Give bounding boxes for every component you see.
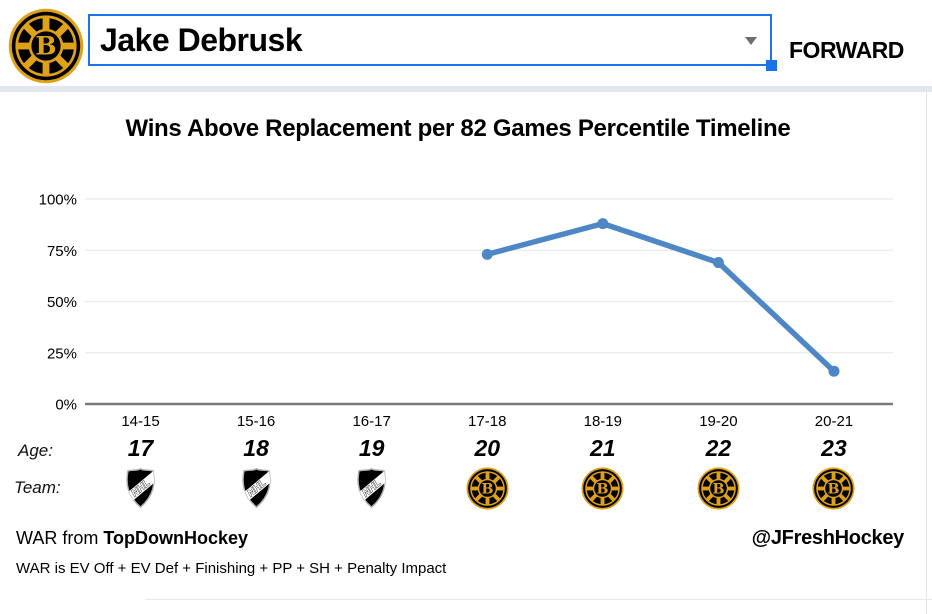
sheet-gridline-horizontal [145, 599, 932, 600]
svg-text:100%: 100% [39, 192, 77, 209]
age-row: Age: 17 18 19 20 21 22 23 [0, 435, 932, 465]
svg-text:17-18: 17-18 [468, 413, 506, 430]
nhl-shield-logo-icon [353, 467, 390, 509]
nhl-shield-logo-icon [238, 467, 275, 509]
age-value: 21 [590, 435, 616, 461]
nhl-shield-logo-icon [122, 467, 159, 509]
age-row-label: Age: [18, 441, 53, 460]
bruins-spoked-b-logo-icon [697, 467, 740, 510]
player-name-value: Jake Debrusk [100, 21, 303, 58]
age-value: 18 [243, 435, 269, 461]
svg-text:15-16: 15-16 [237, 413, 275, 430]
war-formula-text: WAR is EV Off + EV Def + Finishing + PP … [16, 560, 447, 577]
svg-text:18-19: 18-19 [584, 413, 622, 430]
bruins-spoked-b-logo-icon [581, 467, 624, 510]
war-credit-source: TopDownHockey [103, 528, 249, 548]
bruins-spoked-b-logo-icon [466, 467, 509, 510]
team-row: Team: [0, 465, 932, 513]
svg-text:14-15: 14-15 [121, 413, 159, 430]
footer: WAR from TopDownHockey @JFreshHockey WAR… [0, 513, 932, 577]
svg-text:0%: 0% [55, 397, 77, 414]
svg-text:16-17: 16-17 [352, 413, 390, 430]
war-credit-prefix: WAR from [16, 528, 104, 548]
player-select-box[interactable]: Jake Debrusk [88, 14, 777, 71]
war-credit-text: WAR from TopDownHockey [16, 528, 248, 549]
cell-fill-handle[interactable] [766, 60, 777, 71]
svg-text:75%: 75% [47, 243, 77, 260]
author-handle: @JFreshHockey [751, 527, 905, 549]
svg-text:20-21: 20-21 [815, 413, 853, 430]
team-row-label: Team: [14, 478, 61, 497]
war-percentile-line-chart: 0% 25% 50% 75% 100% 14-15 15-16 16-17 17-18 18-19… [39, 192, 893, 430]
bruins-spoked-b-logo-icon [812, 467, 855, 510]
svg-text:25%: 25% [47, 345, 77, 362]
sheet-gridline-vertical [926, 92, 927, 614]
age-value: 22 [705, 435, 732, 461]
svg-text:19-20: 19-20 [699, 413, 737, 430]
chart-title: Wins Above Replacement per 82 Games Perc… [125, 115, 791, 142]
header: Jake Debrusk FORWARD [0, 0, 932, 86]
bruins-spoked-b-logo-icon [8, 8, 84, 84]
age-value: 20 [474, 435, 501, 461]
svg-text:50%: 50% [47, 294, 77, 311]
age-value: 17 [127, 435, 154, 461]
header-divider [0, 86, 932, 92]
position-label: FORWARD [789, 37, 904, 63]
dropdown-arrow-icon[interactable] [745, 37, 757, 45]
age-value: 19 [358, 435, 385, 461]
age-value: 23 [821, 435, 847, 461]
